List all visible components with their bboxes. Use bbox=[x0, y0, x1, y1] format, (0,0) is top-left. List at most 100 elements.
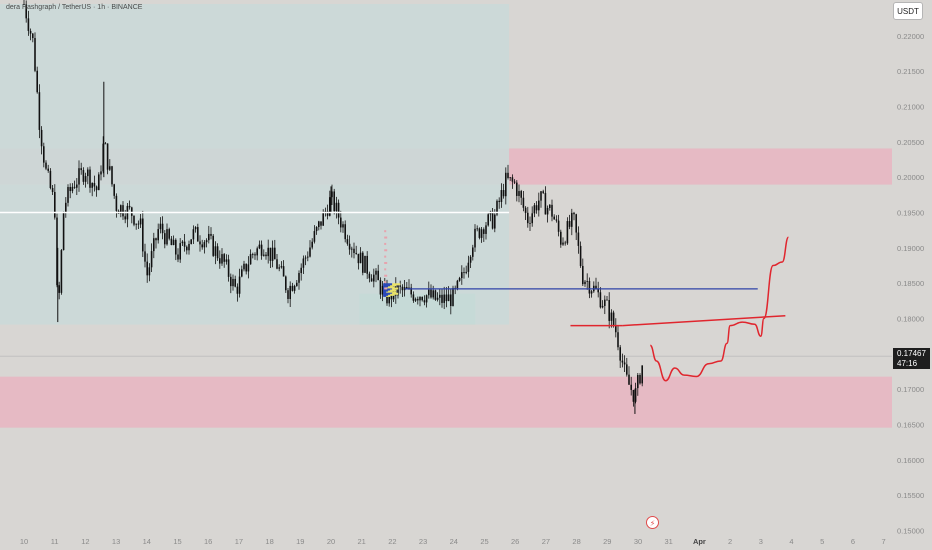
candle-body bbox=[252, 253, 254, 255]
candle-body bbox=[309, 247, 311, 257]
candle-body bbox=[329, 197, 331, 216]
candle-body bbox=[34, 38, 36, 71]
candle-body bbox=[531, 213, 533, 224]
x-tick-label: 14 bbox=[143, 537, 151, 546]
candle-body bbox=[214, 246, 217, 256]
candle-body bbox=[637, 375, 639, 389]
x-tick-label: 4 bbox=[789, 537, 793, 546]
candle-body bbox=[535, 205, 538, 211]
candle-body bbox=[144, 251, 146, 262]
candle-body bbox=[522, 197, 525, 208]
y-tick-label: 0.20500 bbox=[897, 138, 924, 147]
candle-body bbox=[65, 202, 67, 213]
y-tick-label: 0.20000 bbox=[897, 173, 924, 182]
candle-body bbox=[623, 362, 626, 365]
candle-body bbox=[544, 192, 547, 215]
candle-body bbox=[485, 225, 487, 234]
candle-body bbox=[249, 253, 252, 265]
candle-body bbox=[84, 176, 87, 182]
candle-body bbox=[142, 218, 144, 252]
candle-body bbox=[379, 280, 382, 295]
candle-body bbox=[274, 247, 276, 260]
candle-body bbox=[155, 238, 157, 241]
x-tick-label: 28 bbox=[572, 537, 580, 546]
x-tick-label: Apr bbox=[693, 537, 706, 546]
volume-profile-bar bbox=[383, 287, 393, 290]
candle-body bbox=[23, 4, 25, 5]
candle-body bbox=[58, 285, 60, 293]
candle-body bbox=[172, 239, 175, 246]
candle-body bbox=[524, 207, 527, 213]
demand-zone bbox=[0, 376, 892, 428]
candle-body bbox=[595, 285, 597, 289]
candle-body bbox=[311, 241, 313, 248]
candle-body bbox=[348, 243, 351, 250]
volume-profile-bar bbox=[390, 288, 395, 291]
candle-body bbox=[106, 143, 109, 170]
candle-body bbox=[100, 171, 102, 175]
current-price-tag: 0.17467 47:16 bbox=[893, 348, 930, 369]
candle-body bbox=[93, 183, 96, 187]
volume-profile-bar bbox=[384, 261, 388, 264]
candle-body bbox=[584, 281, 586, 285]
candle-body bbox=[333, 191, 335, 212]
candle-body bbox=[441, 294, 443, 303]
candle-body bbox=[47, 168, 49, 171]
y-tick-label: 0.18500 bbox=[897, 279, 924, 288]
candle-body bbox=[357, 253, 360, 264]
candle-body bbox=[458, 278, 461, 281]
candle-body bbox=[406, 287, 408, 289]
candle-body bbox=[139, 218, 142, 225]
candle-body bbox=[577, 232, 580, 246]
candle-body bbox=[148, 267, 151, 276]
x-tick-label: 22 bbox=[388, 537, 396, 546]
x-tick-label: 23 bbox=[419, 537, 427, 546]
candle-body bbox=[45, 162, 47, 169]
lightning-icon[interactable]: ⚡ bbox=[646, 516, 659, 529]
candle-body bbox=[186, 246, 188, 251]
projection-path bbox=[649, 236, 790, 382]
candle-body bbox=[553, 216, 555, 220]
candle-body bbox=[54, 191, 56, 218]
y-tick-label: 0.15000 bbox=[897, 527, 924, 536]
candle-body bbox=[280, 266, 283, 268]
currency-unit-button[interactable]: USDT bbox=[893, 2, 923, 20]
candle-body bbox=[271, 247, 274, 261]
candle-body bbox=[368, 273, 371, 279]
candle-body bbox=[465, 271, 467, 273]
candle-body bbox=[639, 375, 641, 384]
candle-body bbox=[362, 252, 364, 273]
candle-body bbox=[43, 146, 45, 163]
candle-body bbox=[540, 191, 542, 201]
candle-body bbox=[197, 227, 199, 242]
candle-body bbox=[434, 290, 437, 300]
volume-profile-bar bbox=[386, 294, 391, 297]
candle-body bbox=[95, 186, 98, 191]
volume-profile-bar bbox=[384, 242, 387, 245]
candle-body bbox=[505, 172, 507, 197]
volume-profile-bar bbox=[386, 286, 395, 289]
candle-body bbox=[483, 229, 485, 234]
candle-body bbox=[337, 202, 340, 218]
candle-body bbox=[579, 245, 582, 266]
candle-body bbox=[49, 170, 52, 189]
x-tick-label: 24 bbox=[450, 537, 458, 546]
candle-body bbox=[62, 212, 65, 251]
candle-body bbox=[414, 298, 417, 301]
candle-body bbox=[109, 166, 111, 170]
y-tick-label: 0.15500 bbox=[897, 491, 924, 500]
candle-body bbox=[608, 300, 610, 321]
candle-body bbox=[120, 205, 122, 214]
candle-body bbox=[452, 287, 454, 307]
candle-body bbox=[628, 374, 630, 385]
candle-body bbox=[417, 298, 419, 301]
candle-body bbox=[256, 248, 258, 256]
candle-body bbox=[507, 172, 509, 178]
candle-body bbox=[557, 220, 560, 232]
candle-body bbox=[157, 229, 159, 241]
candle-body bbox=[634, 388, 637, 402]
candle-body bbox=[40, 129, 43, 147]
candle-body bbox=[223, 254, 225, 262]
